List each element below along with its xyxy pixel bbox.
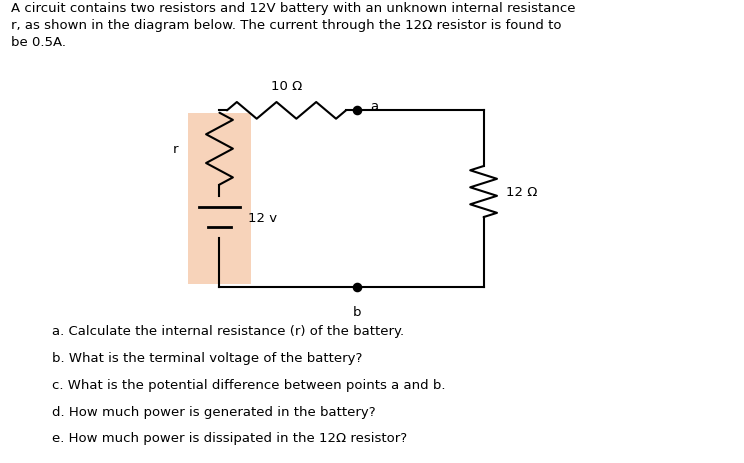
Text: a: a [371,100,379,113]
Text: a. Calculate the internal resistance (r) of the battery.: a. Calculate the internal resistance (r)… [52,324,404,337]
Text: c. What is the potential difference between points a and b.: c. What is the potential difference betw… [52,378,446,391]
Text: b. What is the terminal voltage of the battery?: b. What is the terminal voltage of the b… [52,351,362,364]
Text: d. How much power is generated in the battery?: d. How much power is generated in the ba… [52,405,376,418]
Text: 10 Ω: 10 Ω [271,80,302,93]
Text: b: b [353,306,362,319]
Text: 12 v: 12 v [248,211,277,224]
Bar [188,113,251,285]
Text: r: r [173,143,179,156]
Text: A circuit contains two resistors and 12V battery with an unknown internal resist: A circuit contains two resistors and 12V… [11,2,576,49]
Text: e. How much power is dissipated in the 12Ω resistor?: e. How much power is dissipated in the 1… [52,432,407,444]
Point [351,283,363,291]
Point [351,107,363,115]
Text: 12 Ω: 12 Ω [506,186,537,199]
